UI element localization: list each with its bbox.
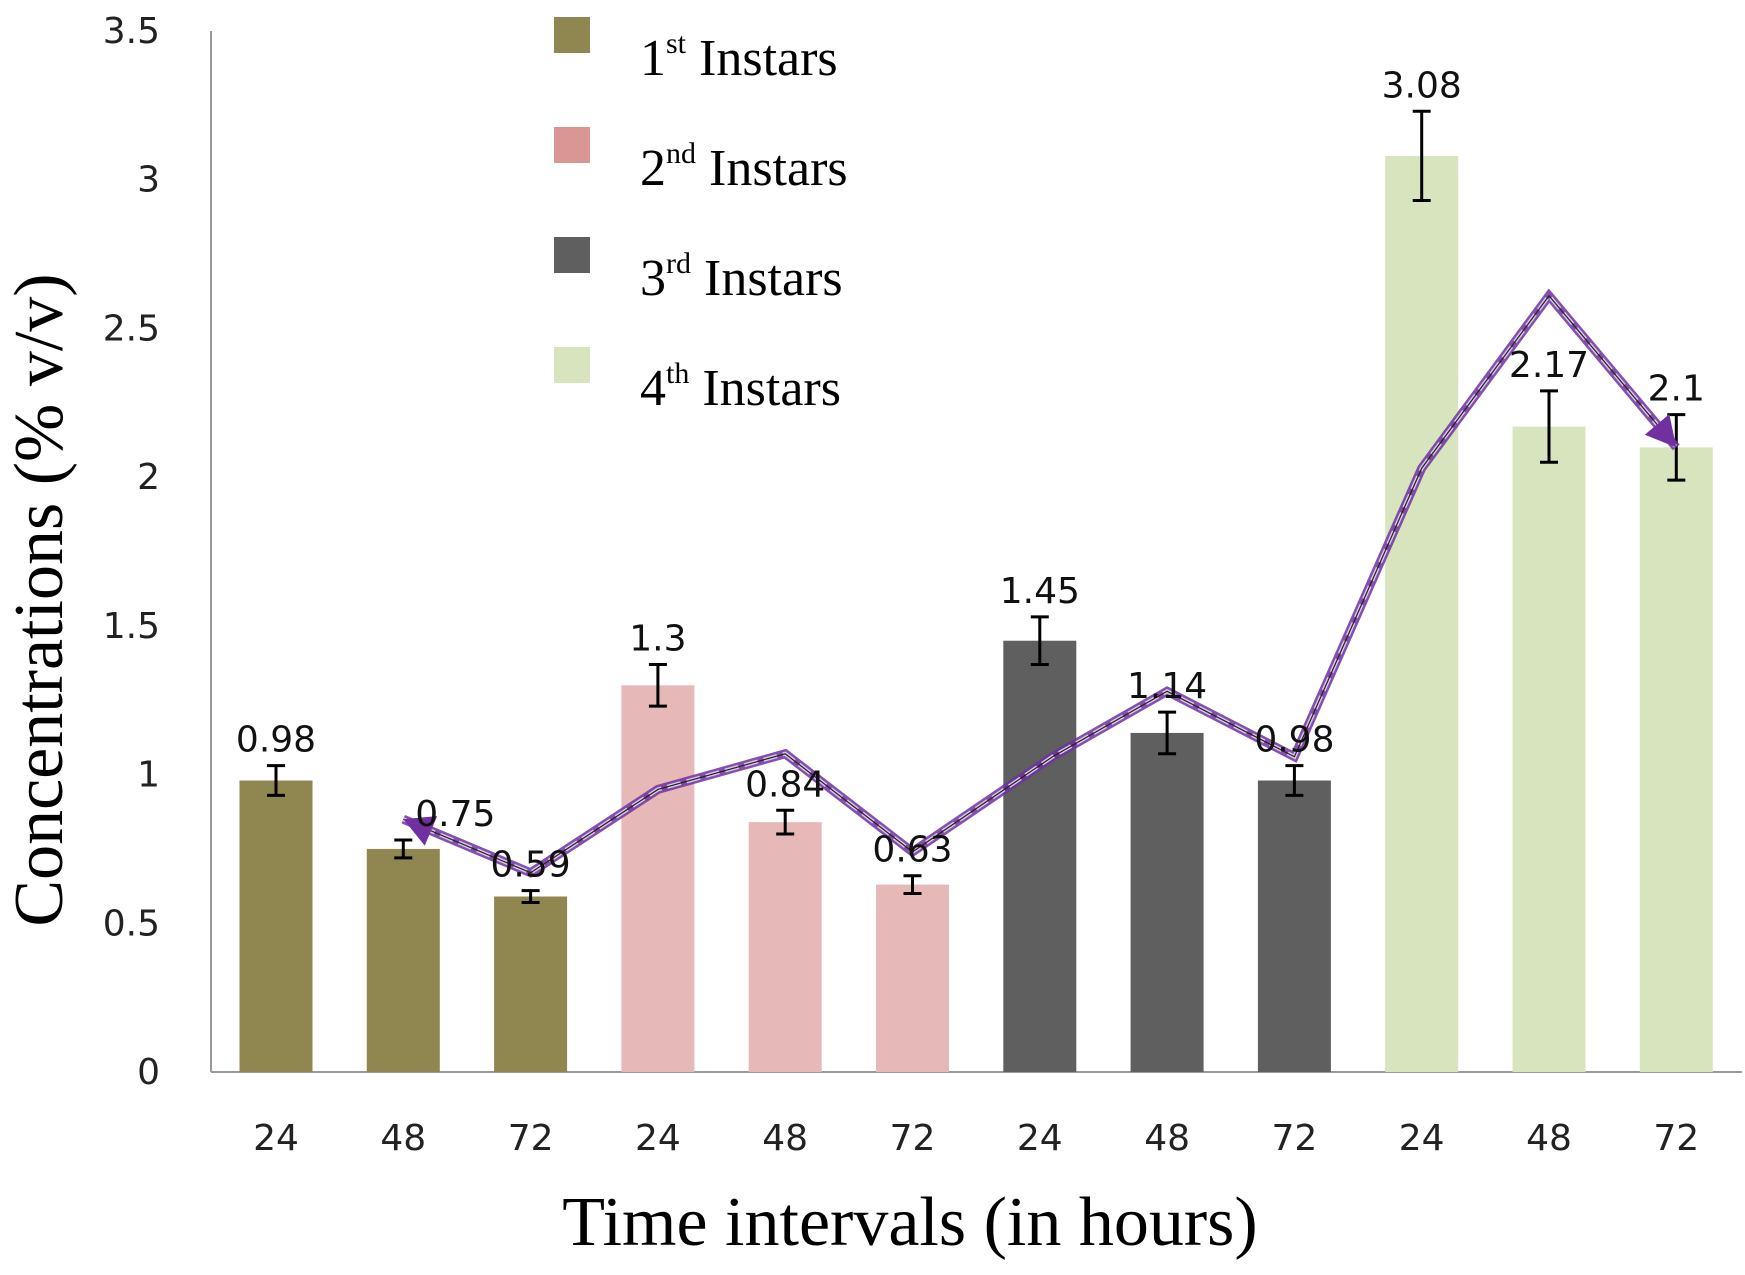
legend-swatch <box>554 127 590 163</box>
data-label: 0.98 <box>1254 720 1334 761</box>
x-axis-title: Time intervals (in hours) <box>562 1184 1257 1261</box>
bars <box>239 109 1713 1073</box>
arrow-end-icon <box>1644 414 1677 448</box>
x-tick-label: 24 <box>635 1118 681 1159</box>
legend-swatch <box>554 237 590 273</box>
legend-label: 4th Instars <box>640 357 841 417</box>
legend-label: 1st Instars <box>640 27 838 87</box>
legend: 1st Instars 2nd Instars 3rd Instars 4th Ins… <box>554 17 848 417</box>
x-axis-ticks: 24 48 72 24 48 72 24 48 72 24 48 72 <box>253 1118 1699 1159</box>
x-tick-label: 48 <box>1144 1118 1190 1159</box>
bar <box>494 896 568 1072</box>
legend-label: 3rd Instars <box>640 247 843 307</box>
data-label: 0.98 <box>236 720 316 761</box>
bar <box>1639 447 1713 1072</box>
legend-swatch <box>554 17 590 53</box>
data-label: 0.63 <box>872 830 952 871</box>
data-label: 1.45 <box>1000 571 1080 612</box>
y-tick-label: 3.5 <box>103 11 160 52</box>
x-tick-label: 72 <box>1271 1118 1317 1159</box>
data-label: 3.08 <box>1382 65 1462 106</box>
data-label: 0.75 <box>415 794 495 835</box>
legend-swatch <box>554 347 590 383</box>
x-tick-label: 72 <box>890 1118 936 1159</box>
y-tick-label: 3 <box>137 160 160 201</box>
bar <box>1257 780 1331 1072</box>
bar <box>1385 155 1459 1073</box>
x-tick-label: 72 <box>1653 1118 1699 1159</box>
data-label: 1.14 <box>1127 666 1207 707</box>
arrow-start-icon <box>403 816 438 846</box>
bar <box>1512 426 1586 1073</box>
data-label: 2.1 <box>1648 369 1705 410</box>
x-tick-label: 48 <box>1526 1118 1572 1159</box>
bar <box>748 822 822 1072</box>
bar <box>1130 732 1204 1072</box>
bar <box>239 780 313 1072</box>
y-axis-ticks: 0 0.5 1 1.5 2 2.5 3 3.5 <box>103 11 160 1093</box>
y-tick-label: 0 <box>137 1052 160 1093</box>
x-tick-label: 24 <box>1017 1118 1063 1159</box>
bar <box>876 884 949 1072</box>
y-tick-label: 2 <box>137 457 160 498</box>
data-label: 1.3 <box>629 619 686 660</box>
y-tick-label: 1 <box>137 755 160 796</box>
trend-line-core <box>403 294 1677 874</box>
data-labels: 0.98 0.75 0.59 1.3 0.84 0.63 1.45 1.14 0.98 3.08 2… <box>236 65 1705 885</box>
x-tick-label: 24 <box>253 1118 299 1159</box>
x-tick-label: 24 <box>1399 1118 1445 1159</box>
y-tick-label: 1.5 <box>103 606 160 647</box>
data-label: 2.17 <box>1509 345 1589 386</box>
x-tick-label: 48 <box>762 1118 808 1159</box>
bar <box>366 848 440 1072</box>
y-tick-label: 2.5 <box>103 308 160 349</box>
data-label: 0.59 <box>491 845 571 886</box>
y-tick-label: 0.5 <box>103 903 160 944</box>
bar <box>621 685 695 1072</box>
x-tick-label: 72 <box>508 1118 554 1159</box>
legend-label: 2nd Instars <box>640 137 848 197</box>
bar <box>1003 640 1077 1072</box>
trend-line <box>401 288 1680 878</box>
data-label: 0.84 <box>745 764 825 805</box>
x-tick-label: 48 <box>380 1118 426 1159</box>
y-axis-title: Concentrations (% v/v) <box>1 273 78 926</box>
